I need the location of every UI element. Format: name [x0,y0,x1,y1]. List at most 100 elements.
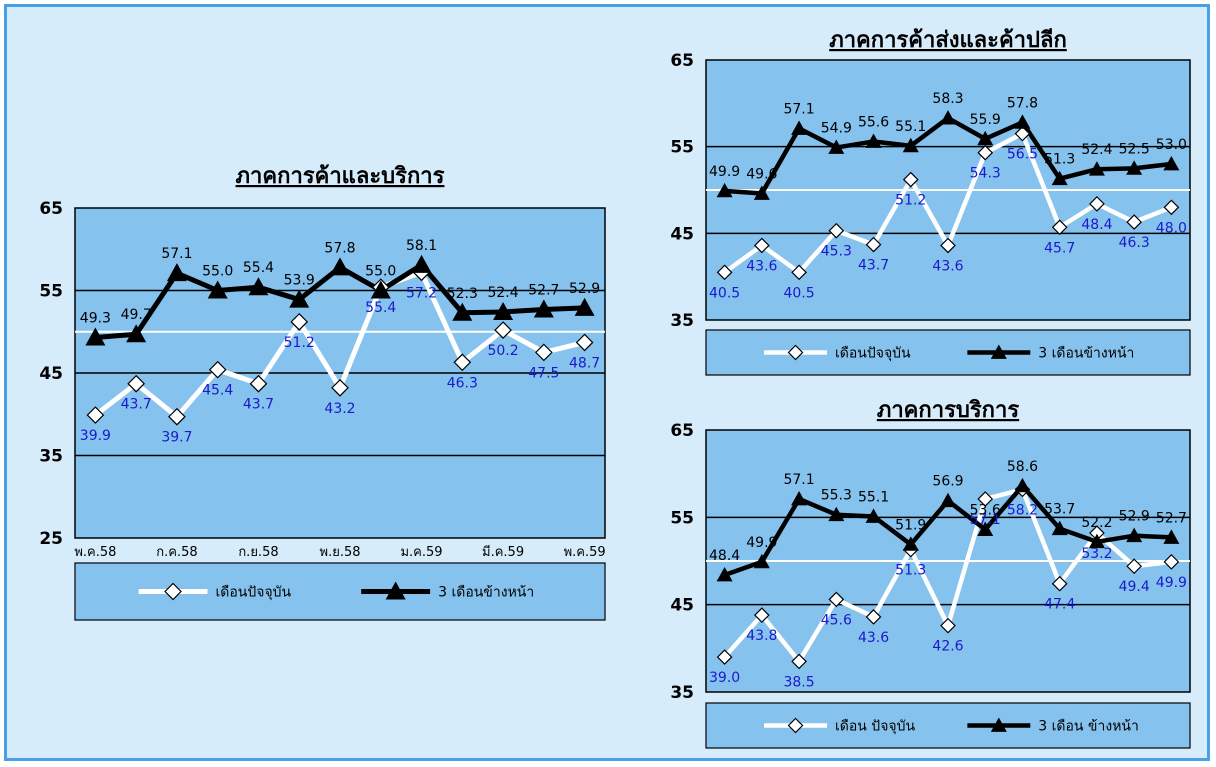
x-tick-label: ก.ค.58 [156,545,197,560]
point-current [865,236,882,253]
x-tick-label: ม.ค.59 [400,545,442,560]
data-label-current: 58.2 [1007,502,1038,518]
data-label-current: 43.6 [932,258,963,274]
point-forward [411,254,432,273]
data-label-current: 47.4 [1044,597,1075,613]
y-tick-label: 35 [39,447,63,467]
data-label-current: 48.4 [1081,217,1112,233]
data-label-current: 43.7 [858,258,889,274]
point-current [1051,219,1068,236]
point-forward [330,257,350,276]
data-label-forward: 53.0 [1156,137,1187,153]
data-label-current: 43.2 [324,401,355,417]
data-label-forward: 49.3 [80,311,111,327]
data-label-current: 39.9 [80,428,111,444]
y-tick-label: 25 [39,529,63,549]
point-forward [370,280,391,299]
legend-label-current: เดือนปัจจุบัน [835,346,911,362]
data-label-current: 42.6 [932,639,963,655]
data-label-current: 57.1 [970,512,1001,528]
chart-title: ภาคการค้าและบริการ [236,164,445,189]
point-forward [1051,170,1068,186]
legend-label-forward: 3 เดือนข้างหน้า [1038,346,1134,362]
data-label-current: 43.7 [121,397,152,413]
point-current [940,617,956,634]
point-forward [248,277,269,296]
point-current [716,649,733,665]
point-current [331,379,349,397]
y-tick-label: 55 [670,138,694,158]
point-forward [791,120,808,135]
point-current [86,406,105,424]
point-forward [902,536,919,551]
data-label-forward: 57.1 [783,101,814,117]
data-label-forward: 54.9 [821,121,852,137]
data-label-current: 39.0 [709,670,740,686]
point-current [1051,575,1068,592]
data-label-forward: 55.6 [858,114,889,130]
data-label-current: 54.3 [970,166,1001,182]
legend-label-current: เดือนปัจจุบัน [216,585,292,601]
point-forward [902,137,919,153]
y-tick-label: 45 [670,224,694,244]
point-forward [791,490,808,506]
data-label-current: 51.2 [284,335,315,351]
data-label-forward: 52.9 [1119,509,1150,525]
y-tick-label: 55 [670,508,694,528]
point-forward [1126,527,1143,543]
point-current [1163,554,1180,570]
data-label-forward: 55.0 [202,264,233,280]
chart-title: ภาคการบริการ [877,398,1020,423]
point-forward [1163,156,1180,171]
point-forward [940,492,956,508]
data-label-current: 43.7 [243,397,274,413]
data-label-current: 46.3 [447,375,478,391]
point-current [977,144,994,161]
point-forward [1014,114,1031,129]
data-label-current: 49.4 [1119,579,1150,595]
point-forward [865,133,882,148]
data-label-forward: 57.8 [324,240,355,256]
point-current [791,653,807,670]
point-current [453,353,472,372]
point-forward [940,110,956,125]
point-current [791,264,807,281]
data-label-forward: 55.0 [365,264,396,280]
point-current [753,607,770,623]
point-current [977,491,994,507]
data-label-current: 48.7 [569,355,600,371]
data-label-forward: 58.3 [932,91,963,107]
x-tick-label: มี.ค.59 [482,544,524,560]
legend-label-forward: 3 เดือนข้างหน้า [438,585,534,601]
point-forward [126,324,147,343]
data-label-current: 56.5 [1007,147,1038,163]
data-label-forward: 56.9 [932,474,963,490]
legend-marker-forward [990,344,1007,359]
data-label-forward: 53.9 [284,273,315,289]
data-label-current: 38.5 [783,674,814,690]
data-label-forward: 55.4 [243,260,274,276]
data-label-current: 53.2 [1081,546,1112,562]
y-tick-label: 35 [670,683,694,703]
point-forward [977,130,994,146]
legend-marker-current [787,344,804,361]
point-forward [533,299,554,318]
data-label-forward: 49.7 [121,307,152,323]
data-label-current: 49.9 [1156,575,1187,591]
data-label-current: 43.6 [858,630,889,646]
data-label-current: 43.6 [746,258,777,274]
point-forward [716,566,733,582]
data-label-forward: 57.1 [783,472,814,488]
data-label-current: 51.3 [895,563,926,579]
data-label-forward: 57.1 [161,246,192,262]
point-current [575,333,594,352]
point-forward [977,521,994,536]
chart-1: ภาคการค้าส่งและค้าปลีก 35 45 55 65 40.5 43.6 40… [670,28,1191,376]
data-label-current: 46.3 [1119,235,1150,251]
data-label-forward: 53.7 [1044,502,1075,518]
data-label-current: 47.5 [528,365,559,381]
point-current [1126,558,1143,575]
data-label-forward: 53.6 [970,503,1001,519]
data-label-forward: 48.4 [709,548,740,564]
point-forward [828,139,845,154]
